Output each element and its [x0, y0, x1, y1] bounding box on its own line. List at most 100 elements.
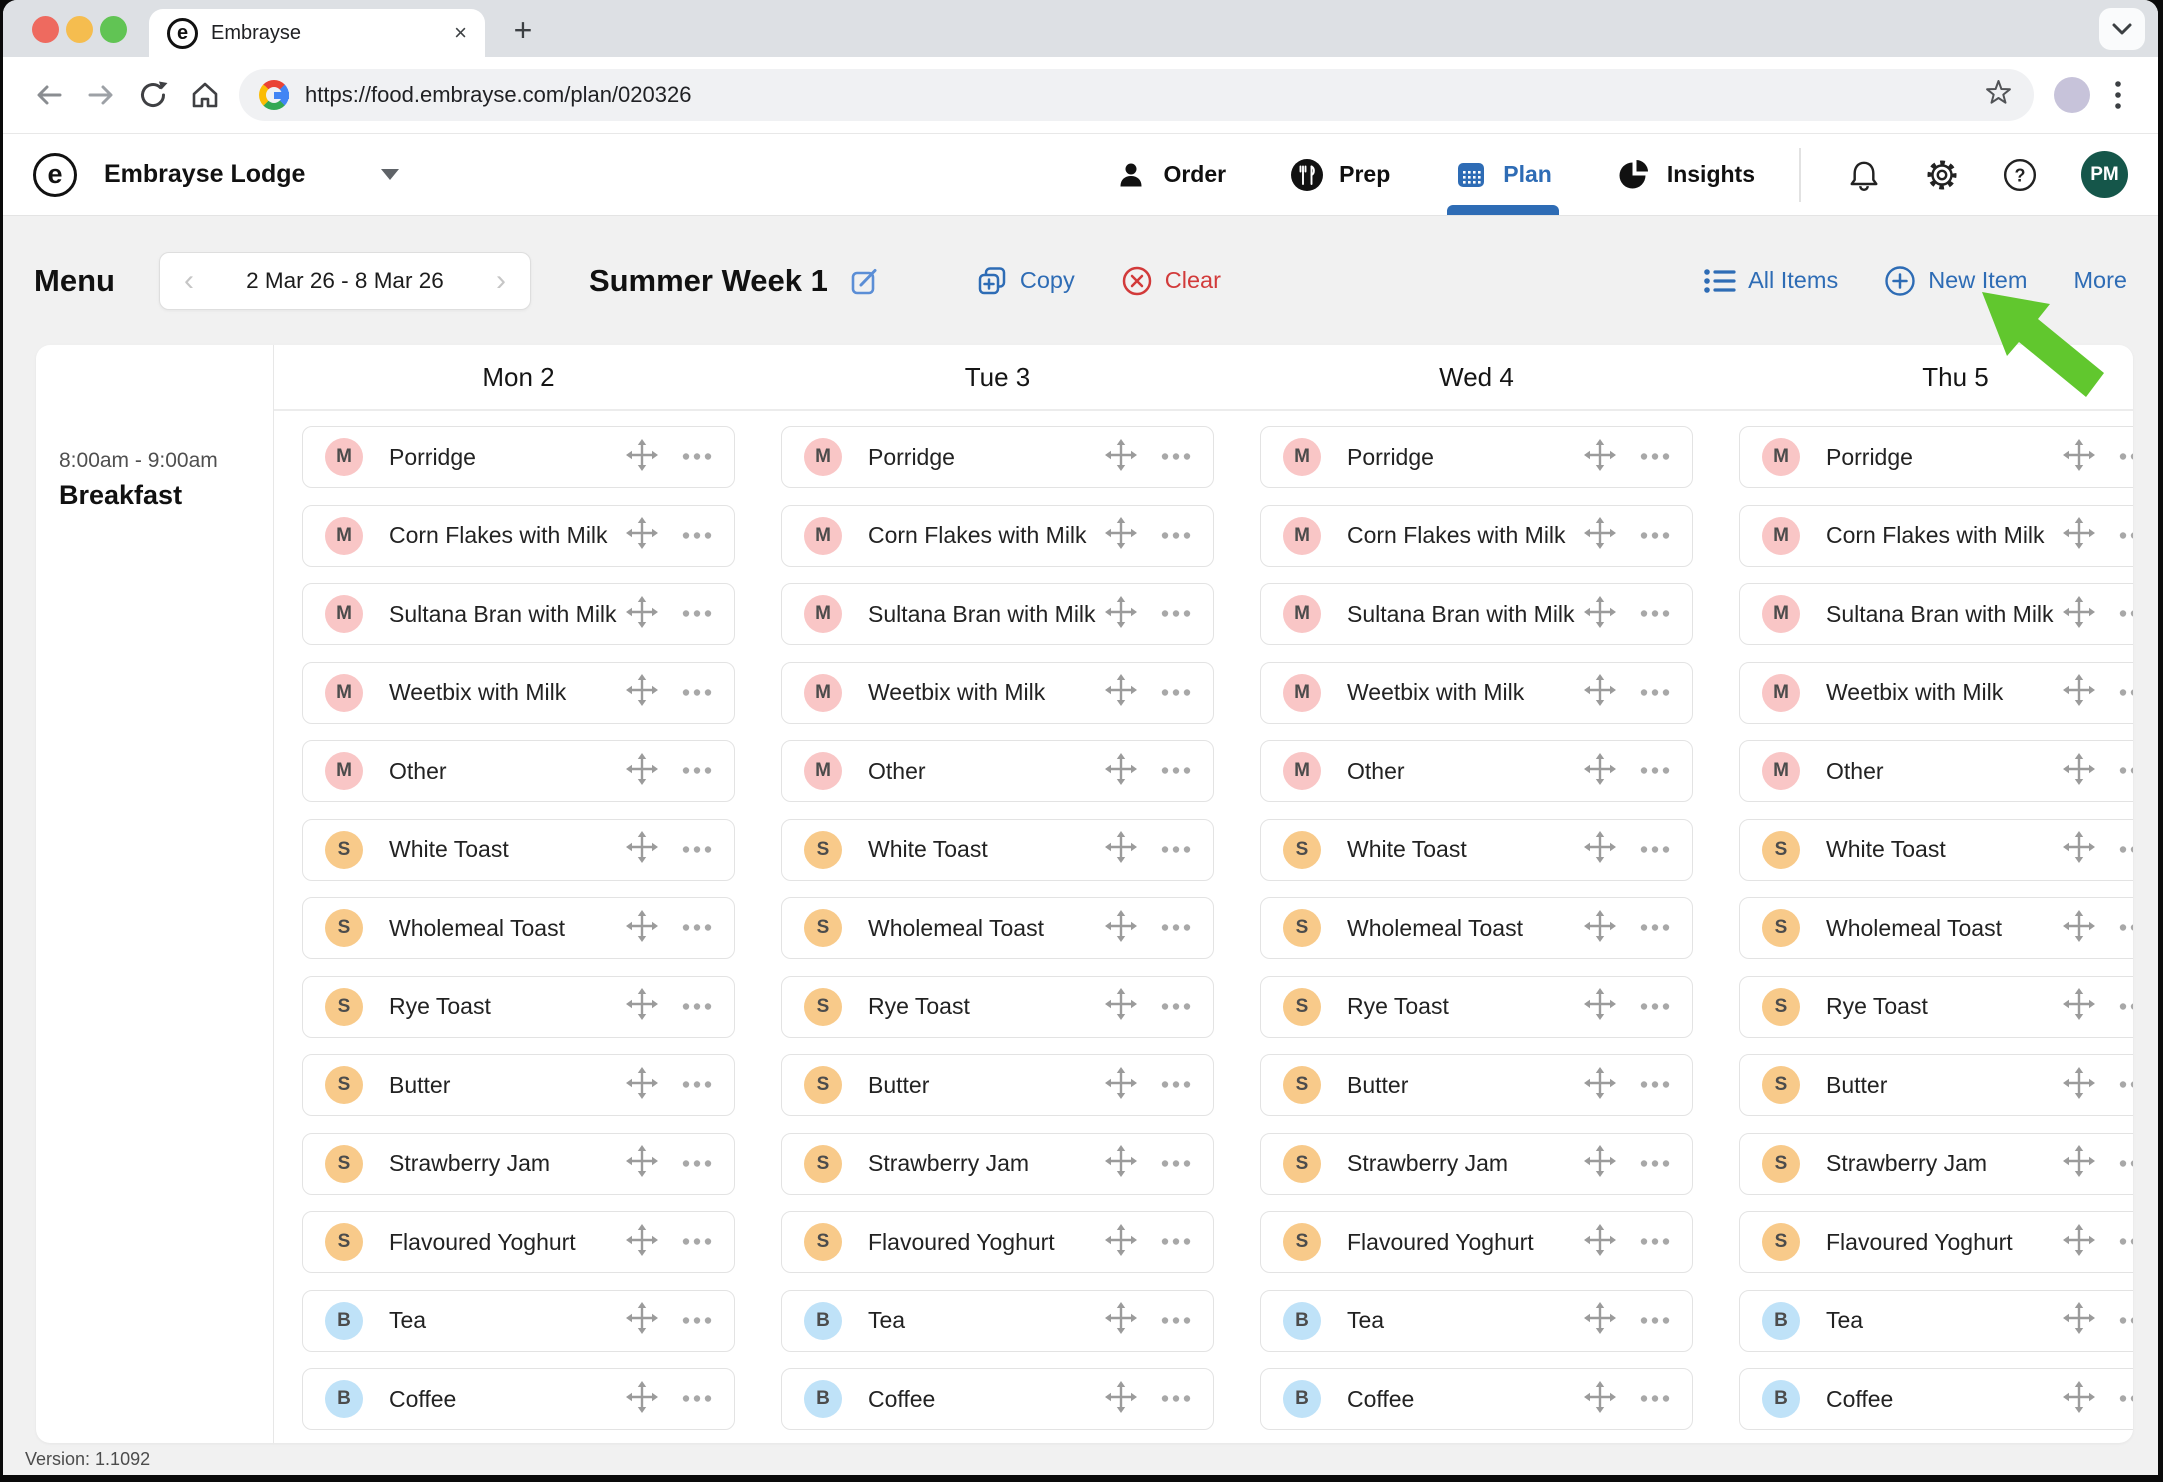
help-button[interactable]: ?	[2001, 156, 2039, 194]
drag-handle[interactable]	[1103, 594, 1139, 635]
tab-close-icon[interactable]: ×	[454, 20, 467, 45]
nav-item-prep[interactable]: Prep	[1290, 134, 1390, 215]
drag-handle[interactable]	[1582, 1222, 1618, 1263]
menu-item-card[interactable]: S White Toast	[302, 818, 735, 881]
menu-item-card[interactable]: S Flavoured Yoghurt	[781, 1211, 1214, 1273]
menu-item-card[interactable]: M Weetbix with Milk	[1739, 661, 2133, 724]
more-button[interactable]: More	[2073, 267, 2127, 294]
drag-handle[interactable]	[1582, 1300, 1618, 1341]
drag-handle[interactable]	[624, 1143, 660, 1184]
menu-item-card[interactable]: M Sultana Bran with Milk	[302, 583, 735, 645]
item-menu-button[interactable]	[1640, 998, 1670, 1016]
menu-item-card[interactable]: S Wholemeal Toast	[302, 897, 735, 959]
item-menu-button[interactable]	[1161, 448, 1191, 466]
date-range-picker[interactable]: ‹ 2 Mar 26 - 8 Mar 26 ›	[158, 251, 531, 310]
drag-handle[interactable]	[1103, 751, 1139, 792]
close-window-button[interactable]	[32, 16, 59, 43]
menu-item-card[interactable]: S Wholemeal Toast	[1260, 897, 1693, 959]
item-menu-button[interactable]	[2119, 919, 2133, 937]
drag-handle[interactable]	[1582, 829, 1618, 870]
browser-tab[interactable]: e Embrayse ×	[149, 9, 485, 57]
drag-handle[interactable]	[1582, 1065, 1618, 1106]
item-menu-button[interactable]	[1161, 1233, 1191, 1251]
drag-handle[interactable]	[2061, 515, 2097, 556]
drag-handle[interactable]	[624, 515, 660, 556]
drag-handle[interactable]	[2061, 1300, 2097, 1341]
item-menu-button[interactable]	[1161, 527, 1191, 545]
menu-item-card[interactable]: M Sultana Bran with Milk	[1739, 583, 2133, 645]
item-menu-button[interactable]	[682, 1076, 712, 1094]
menu-item-card[interactable]: S Butter	[1260, 1054, 1693, 1116]
item-menu-button[interactable]	[1161, 919, 1191, 937]
menu-item-card[interactable]: S Flavoured Yoghurt	[1739, 1211, 2133, 1273]
menu-item-card[interactable]: M Other	[1260, 740, 1693, 802]
menu-item-card[interactable]: S White Toast	[781, 818, 1214, 881]
nav-item-order[interactable]: Order	[1114, 134, 1226, 215]
item-menu-button[interactable]	[2119, 448, 2133, 466]
item-menu-button[interactable]	[1640, 448, 1670, 466]
drag-handle[interactable]	[624, 594, 660, 635]
item-menu-button[interactable]	[1161, 1312, 1191, 1330]
drag-handle[interactable]	[1582, 594, 1618, 635]
menu-item-card[interactable]: M Sultana Bran with Milk	[781, 583, 1214, 645]
drag-handle[interactable]	[1103, 672, 1139, 713]
drag-handle[interactable]	[2061, 594, 2097, 635]
item-menu-button[interactable]	[1161, 605, 1191, 623]
item-menu-button[interactable]	[2119, 1312, 2133, 1330]
item-menu-button[interactable]	[1640, 1312, 1670, 1330]
menu-item-card[interactable]: S Butter	[302, 1054, 735, 1116]
menu-item-card[interactable]: S Butter	[1739, 1054, 2133, 1116]
drag-handle[interactable]	[2061, 1143, 2097, 1184]
menu-item-card[interactable]: S Strawberry Jam	[1739, 1132, 2133, 1195]
drag-handle[interactable]	[1103, 1300, 1139, 1341]
menu-item-card[interactable]: S Rye Toast	[302, 975, 735, 1038]
item-menu-button[interactable]	[1640, 1155, 1670, 1173]
item-menu-button[interactable]	[682, 1155, 712, 1173]
reload-button[interactable]	[127, 69, 179, 121]
item-menu-button[interactable]	[1161, 1155, 1191, 1173]
drag-handle[interactable]	[624, 1065, 660, 1106]
drag-handle[interactable]	[624, 1222, 660, 1263]
menu-item-card[interactable]: M Porridge	[1260, 426, 1693, 488]
drag-handle[interactable]	[624, 1300, 660, 1341]
menu-item-card[interactable]: S Strawberry Jam	[781, 1132, 1214, 1195]
drag-handle[interactable]	[1103, 1379, 1139, 1420]
item-menu-button[interactable]	[1161, 841, 1191, 859]
menu-item-card[interactable]: B Coffee	[1739, 1368, 2133, 1430]
item-menu-button[interactable]	[2119, 841, 2133, 859]
bookmark-star-icon[interactable]	[1983, 77, 2014, 113]
drag-handle[interactable]	[2061, 829, 2097, 870]
item-menu-button[interactable]	[2119, 1155, 2133, 1173]
menu-item-card[interactable]: M Porridge	[781, 426, 1214, 488]
url-text[interactable]: https://food.embrayse.com/plan/020326	[305, 82, 692, 107]
item-menu-button[interactable]	[1640, 684, 1670, 702]
nav-item-insights[interactable]: Insights	[1616, 134, 1755, 215]
item-menu-button[interactable]	[682, 1233, 712, 1251]
browser-menu-button[interactable]	[2098, 69, 2138, 121]
menu-item-card[interactable]: B Tea	[302, 1289, 735, 1352]
item-menu-button[interactable]	[2119, 1390, 2133, 1408]
item-menu-button[interactable]	[1640, 605, 1670, 623]
item-menu-button[interactable]	[1640, 1390, 1670, 1408]
drag-handle[interactable]	[1103, 908, 1139, 949]
drag-handle[interactable]	[1103, 986, 1139, 1027]
drag-handle[interactable]	[1103, 1222, 1139, 1263]
menu-item-card[interactable]: M Porridge	[302, 426, 735, 488]
copy-button[interactable]: Copy	[976, 265, 1075, 297]
item-menu-button[interactable]	[1640, 1233, 1670, 1251]
user-avatar[interactable]: PM	[2081, 151, 2128, 198]
item-menu-button[interactable]	[2119, 527, 2133, 545]
menu-item-card[interactable]: M Other	[781, 740, 1214, 802]
address-bar[interactable]: https://food.embrayse.com/plan/020326	[239, 69, 2034, 121]
drag-handle[interactable]	[2061, 1379, 2097, 1420]
drag-handle[interactable]	[1582, 751, 1618, 792]
drag-handle[interactable]	[1103, 1065, 1139, 1106]
drag-handle[interactable]	[1582, 515, 1618, 556]
drag-handle[interactable]	[1582, 672, 1618, 713]
menu-item-card[interactable]: B Tea	[781, 1289, 1214, 1352]
drag-handle[interactable]	[624, 908, 660, 949]
org-switcher-caret-icon[interactable]	[381, 169, 400, 180]
item-menu-button[interactable]	[1161, 1390, 1191, 1408]
menu-item-card[interactable]: S Wholemeal Toast	[1739, 897, 2133, 959]
menu-item-card[interactable]: M Weetbix with Milk	[302, 661, 735, 724]
